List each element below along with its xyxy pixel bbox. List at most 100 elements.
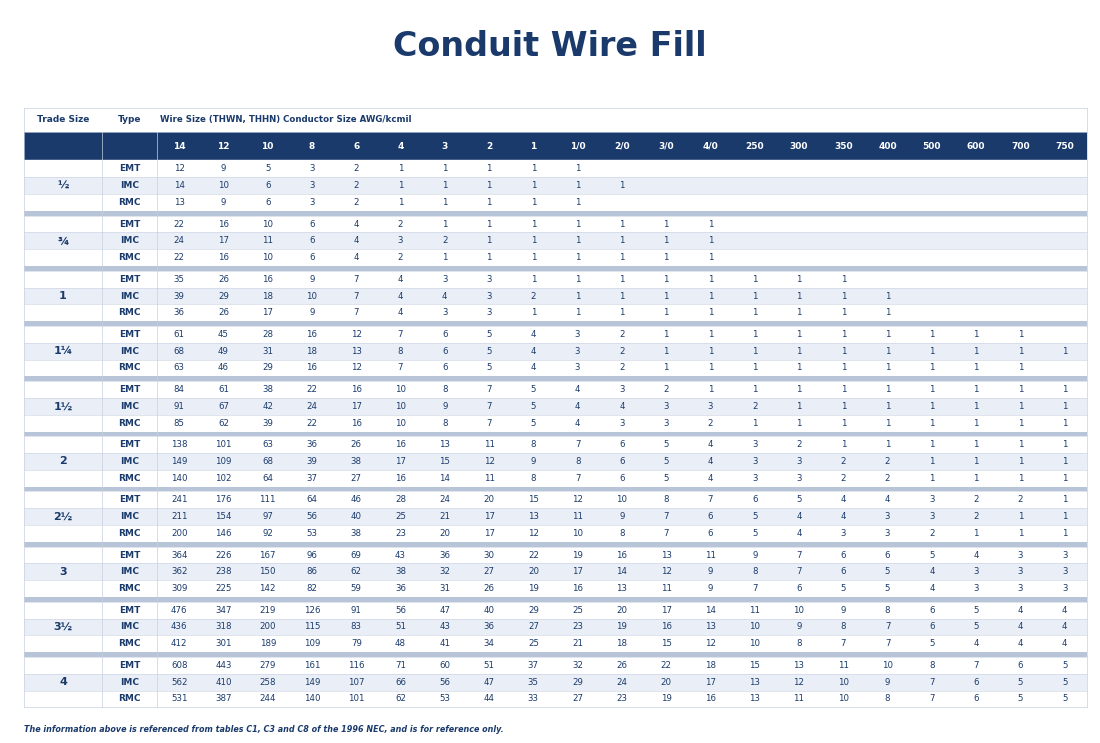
- Text: 2: 2: [398, 220, 404, 229]
- Text: 1: 1: [796, 275, 802, 284]
- Text: 531: 531: [170, 695, 187, 704]
- Text: 146: 146: [216, 529, 232, 538]
- Text: 2: 2: [930, 529, 935, 538]
- Text: 600: 600: [967, 142, 986, 151]
- Text: 23: 23: [395, 529, 406, 538]
- Text: 17: 17: [218, 236, 229, 245]
- Text: 43: 43: [439, 623, 450, 632]
- Text: 1: 1: [1018, 474, 1023, 483]
- Text: 3: 3: [752, 457, 758, 466]
- Text: 4: 4: [575, 385, 581, 394]
- Text: 1: 1: [398, 198, 404, 207]
- Text: 1: 1: [930, 418, 935, 428]
- Text: 1: 1: [486, 198, 492, 207]
- Text: 2: 2: [840, 457, 846, 466]
- Bar: [24, 652, 1087, 657]
- Text: 3: 3: [752, 440, 758, 450]
- Text: 1: 1: [974, 402, 979, 411]
- Text: IMC: IMC: [120, 623, 139, 632]
- Text: EMT: EMT: [119, 164, 140, 173]
- Text: 5: 5: [884, 568, 890, 577]
- Text: RMC: RMC: [118, 363, 141, 372]
- Text: 1: 1: [486, 236, 492, 245]
- Text: 101: 101: [216, 440, 232, 450]
- Text: IMC: IMC: [120, 568, 139, 577]
- Text: 154: 154: [216, 512, 232, 521]
- Text: 71: 71: [395, 661, 406, 670]
- Text: 5: 5: [663, 474, 669, 483]
- Bar: [24, 211, 1087, 215]
- Text: 60: 60: [439, 661, 450, 670]
- Text: 7: 7: [752, 584, 758, 593]
- Text: 6: 6: [442, 363, 448, 372]
- Text: 126: 126: [304, 606, 320, 614]
- Text: 13: 13: [439, 440, 450, 450]
- Text: 3: 3: [309, 164, 315, 173]
- Text: 3: 3: [840, 529, 846, 538]
- Text: 1: 1: [663, 236, 669, 245]
- Text: 1: 1: [884, 291, 890, 300]
- Text: 16: 16: [307, 330, 318, 339]
- Bar: [24, 288, 1087, 305]
- Text: 13: 13: [793, 661, 804, 670]
- Text: 5: 5: [930, 639, 935, 649]
- Text: 1: 1: [752, 291, 758, 300]
- Text: 410: 410: [216, 678, 232, 687]
- Text: 4: 4: [397, 142, 404, 151]
- Text: 5: 5: [974, 623, 979, 632]
- Text: 15: 15: [661, 639, 672, 649]
- Text: 31: 31: [439, 584, 450, 593]
- Text: 3: 3: [930, 512, 935, 521]
- Text: 7: 7: [486, 418, 492, 428]
- Text: 5: 5: [884, 584, 890, 593]
- Text: 1: 1: [707, 347, 713, 356]
- Text: 500: 500: [923, 142, 942, 151]
- Text: 10: 10: [395, 402, 406, 411]
- Text: 22: 22: [307, 385, 318, 394]
- Text: EMT: EMT: [119, 496, 140, 504]
- Text: 1: 1: [796, 330, 802, 339]
- Text: 7: 7: [486, 402, 492, 411]
- Text: 1: 1: [796, 291, 802, 300]
- Text: 138: 138: [170, 440, 187, 450]
- Text: 8: 8: [884, 695, 890, 704]
- Text: 27: 27: [351, 474, 362, 483]
- Text: 7: 7: [884, 639, 890, 649]
- Text: 4: 4: [1062, 606, 1067, 614]
- Text: 11: 11: [484, 440, 495, 450]
- Text: 2: 2: [442, 236, 448, 245]
- Text: 3: 3: [442, 275, 448, 284]
- Text: 2: 2: [59, 456, 67, 467]
- Text: 1: 1: [486, 181, 492, 190]
- Bar: [24, 360, 1087, 377]
- Text: 82: 82: [307, 584, 318, 593]
- Text: 750: 750: [1055, 142, 1074, 151]
- Text: 1: 1: [575, 220, 581, 229]
- Text: 8: 8: [752, 568, 758, 577]
- Text: 9: 9: [530, 457, 536, 466]
- Text: 562: 562: [170, 678, 187, 687]
- Text: 13: 13: [174, 198, 185, 207]
- Text: 27: 27: [484, 568, 495, 577]
- Text: 1: 1: [974, 529, 979, 538]
- Text: 38: 38: [395, 568, 406, 577]
- Text: 7: 7: [353, 291, 359, 300]
- Text: 59: 59: [351, 584, 362, 593]
- Text: 2: 2: [796, 440, 802, 450]
- Text: 13: 13: [528, 512, 539, 521]
- Text: 1: 1: [840, 308, 846, 317]
- Text: 1: 1: [1018, 512, 1023, 521]
- Text: 16: 16: [395, 474, 406, 483]
- Text: 3: 3: [663, 418, 669, 428]
- Text: 2: 2: [619, 363, 625, 372]
- Text: 12: 12: [793, 678, 804, 687]
- Text: 2: 2: [398, 253, 404, 262]
- Text: 1: 1: [707, 275, 713, 284]
- Text: 69: 69: [351, 551, 362, 559]
- Text: 1: 1: [884, 418, 890, 428]
- Text: 1: 1: [663, 308, 669, 317]
- Text: 11: 11: [749, 606, 760, 614]
- Text: 111: 111: [260, 496, 276, 504]
- Text: 36: 36: [174, 308, 185, 317]
- Text: 6: 6: [309, 220, 315, 229]
